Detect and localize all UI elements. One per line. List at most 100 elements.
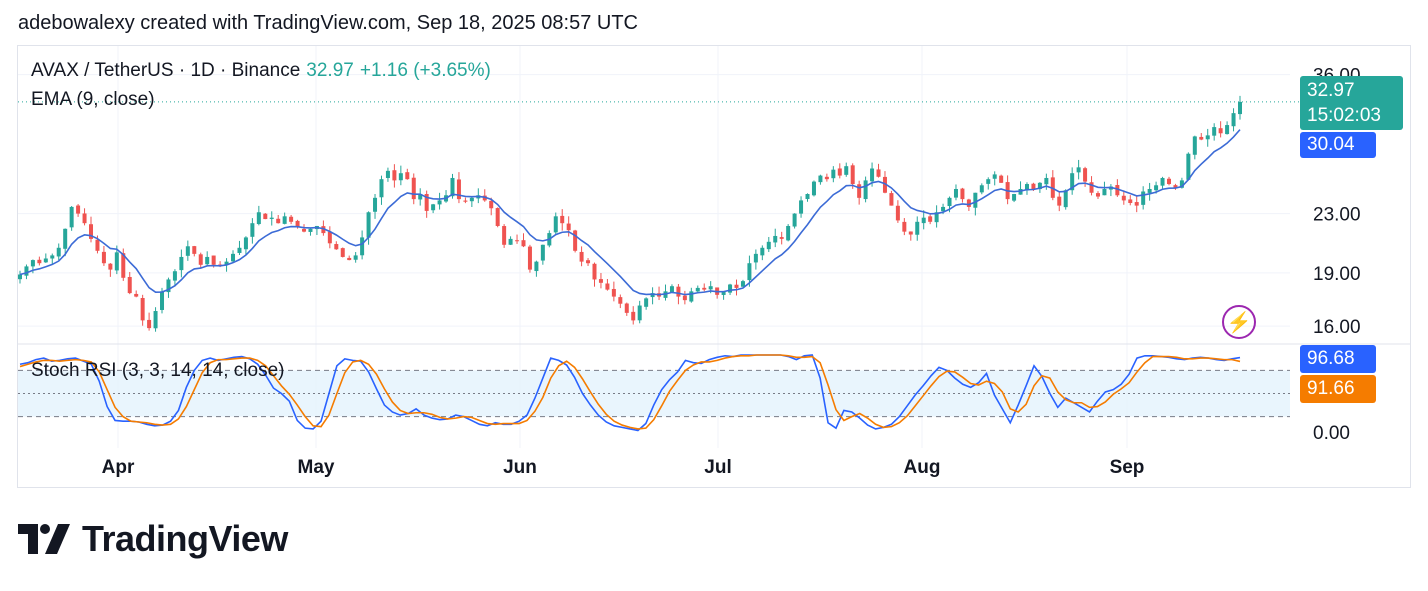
symbol-legend[interactable]: AVAX / TetherUS · 1D · Binance 32.97 +1.16…	[31, 60, 491, 82]
candle-body	[747, 263, 752, 281]
candle-body	[450, 177, 455, 197]
candle-body	[1063, 190, 1068, 208]
candle-body	[334, 244, 339, 250]
candle-body	[185, 246, 190, 256]
candle-body	[1076, 167, 1081, 173]
candle-body	[327, 231, 332, 244]
candle-body	[818, 175, 823, 183]
candle-body	[1154, 185, 1159, 191]
candle-body	[1225, 125, 1230, 135]
candle-body	[902, 221, 907, 232]
candle-body	[644, 298, 649, 307]
candle-body	[127, 276, 132, 294]
candle-body	[256, 212, 261, 225]
candle-body	[508, 238, 513, 245]
candle-body	[1121, 195, 1126, 201]
candle-body	[740, 281, 745, 287]
candle-body	[779, 237, 784, 239]
candle-body	[850, 165, 855, 185]
candle-body	[243, 237, 248, 250]
candle-body	[379, 179, 384, 198]
candle-body	[611, 288, 616, 297]
candle-body	[37, 259, 42, 264]
candle-body	[418, 194, 423, 200]
candle-body	[811, 181, 816, 196]
stoch-rsi-legend[interactable]: Stoch RSI (3, 3, 14, 14, close)	[31, 360, 285, 381]
candle-body	[1037, 182, 1042, 190]
ema-value-tag: 30.04	[1300, 132, 1376, 158]
candle-body	[857, 184, 862, 198]
candle-body	[89, 224, 94, 239]
candle-body	[269, 217, 274, 219]
candle-body	[908, 231, 913, 235]
price-axis-label: 23.00	[1313, 205, 1361, 226]
chart-frame	[17, 45, 1411, 488]
candle-body	[295, 220, 300, 228]
candle-body	[63, 228, 68, 249]
candle-body	[1012, 194, 1017, 201]
time-axis-label: Aug	[904, 457, 941, 478]
oscillator-axis-label: 0.00	[1313, 423, 1350, 444]
candle-body	[592, 263, 597, 280]
candle-body	[321, 226, 326, 234]
candle-body	[489, 200, 494, 209]
candle-body	[1134, 202, 1139, 206]
candle-body	[463, 200, 468, 202]
candle-body	[515, 240, 520, 242]
time-axis-label: May	[298, 457, 335, 478]
candle-body	[276, 218, 281, 224]
candle-body	[1128, 199, 1133, 204]
candle-body	[1070, 173, 1075, 191]
brand-name: TradingView	[82, 518, 288, 559]
candle-body	[766, 241, 771, 250]
candle-body	[134, 293, 139, 297]
candle-body	[166, 279, 171, 293]
candle-body	[650, 293, 655, 298]
candle-body	[289, 216, 294, 222]
candle-body	[895, 205, 900, 221]
lightning-icon[interactable]: ⚡	[1222, 305, 1256, 339]
candle-body	[566, 223, 571, 231]
candle-body	[560, 215, 565, 224]
candle-body	[340, 248, 345, 257]
candle-body	[728, 284, 733, 293]
candle-body	[405, 172, 410, 180]
price-tag: 32.97 15:02:03	[1300, 76, 1403, 130]
ema-legend[interactable]: EMA (9, close)	[31, 89, 155, 110]
candle-body	[953, 188, 958, 198]
candle-body	[973, 192, 978, 208]
candle-body	[456, 179, 461, 200]
candle-body	[1057, 196, 1062, 206]
candle-body	[250, 223, 255, 237]
candle-body	[837, 168, 842, 176]
candle-body	[1199, 136, 1204, 140]
candle-body	[682, 295, 687, 301]
candle-body	[921, 217, 926, 224]
candle-body	[101, 251, 106, 264]
oscillator-layer	[19, 354, 1241, 432]
candle-body	[992, 174, 997, 179]
candle-body	[786, 225, 791, 241]
oscillator-band-layer	[18, 369, 1290, 418]
time-axis-label: Apr	[102, 457, 135, 478]
candle-body	[1044, 177, 1049, 185]
countdown-timer: 15:02:03	[1307, 105, 1381, 126]
candle-body	[689, 291, 694, 302]
candle-body	[411, 177, 416, 200]
candle-body	[211, 255, 216, 265]
candle-body	[624, 303, 629, 313]
candle-body	[140, 298, 145, 321]
candle-body	[17, 274, 23, 280]
candle-body	[231, 253, 236, 262]
candle-body	[1166, 178, 1171, 185]
candle-body	[373, 197, 378, 212]
ema-line-layer	[19, 129, 1241, 296]
candle-body	[179, 256, 184, 271]
candle-body	[573, 230, 578, 251]
candle-body	[360, 237, 365, 256]
candle-layer	[17, 95, 1243, 332]
candle-body	[598, 279, 603, 283]
candle-body	[347, 257, 352, 261]
candle-body	[263, 213, 268, 220]
